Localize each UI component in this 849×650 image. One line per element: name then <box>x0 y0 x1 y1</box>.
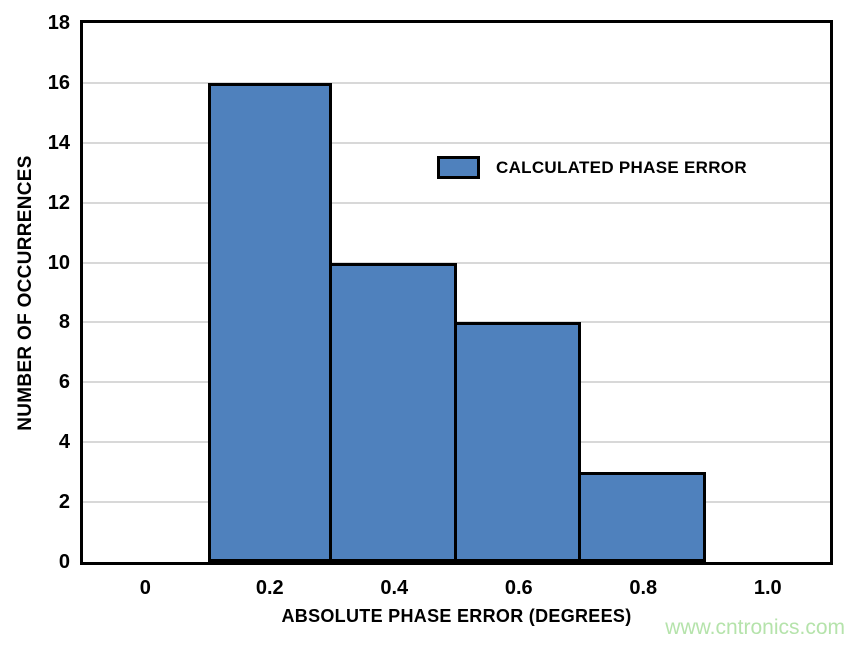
y-tick-label-12: 12 <box>47 191 70 214</box>
plot-area: CALCULATED PHASE ERROR <box>80 20 833 565</box>
gridline-y-16 <box>83 81 830 84</box>
y-tick-label-0: 0 <box>58 551 70 573</box>
y-tick-label-18: 18 <box>47 12 70 34</box>
bar-0.8 <box>578 472 706 562</box>
bar-0.4 <box>329 263 457 562</box>
gridline-y-14 <box>83 141 830 144</box>
y-tick-label-10: 10 <box>47 251 70 274</box>
y-tick-label-2: 2 <box>58 491 70 514</box>
bar-0.6 <box>454 322 581 562</box>
y-tick-label-14: 14 <box>47 131 70 154</box>
legend-swatch <box>437 156 480 179</box>
x-tick-label-0.4: 0.4 <box>380 577 409 599</box>
watermark: www.cntronics.com <box>665 616 845 639</box>
x-tick-label-0.2: 0.2 <box>255 577 284 599</box>
x-axis-title: ABSOLUTE PHASE ERROR (DEGREES) <box>281 606 632 626</box>
y-tick-label-6: 6 <box>58 371 70 394</box>
legend-label: CALCULATED PHASE ERROR <box>496 157 747 177</box>
y-tick-label-16: 16 <box>47 71 70 94</box>
legend: CALCULATED PHASE ERROR <box>437 156 747 179</box>
gridline-y-10 <box>83 261 830 264</box>
x-tick-label-0: 0 <box>139 577 151 599</box>
x-tick-label-0.8: 0.8 <box>629 577 658 599</box>
gridline-y-12 <box>83 201 830 204</box>
bar-0.2 <box>208 83 332 562</box>
y-tick-label-8: 8 <box>58 311 70 334</box>
x-tick-label-1.0: 1.0 <box>753 577 782 599</box>
y-tick-label-4: 4 <box>58 431 70 454</box>
x-tick-label-0.6: 0.6 <box>504 577 533 599</box>
